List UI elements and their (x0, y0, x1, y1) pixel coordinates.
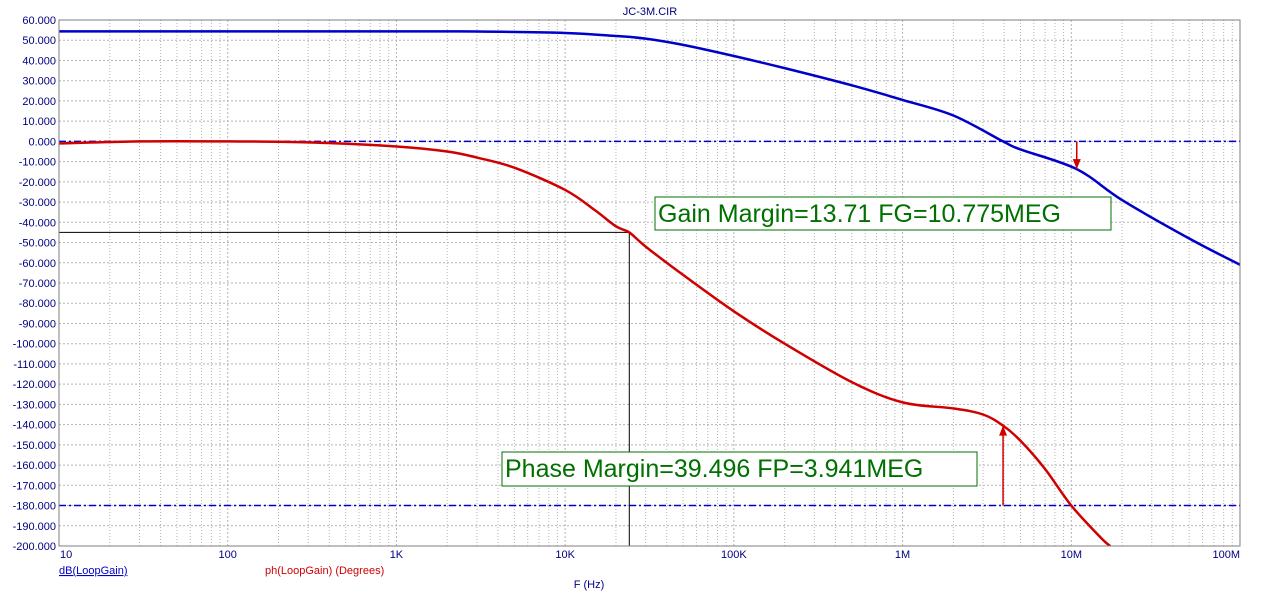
y-tick-label: 40.000 (22, 55, 56, 67)
legend-dB-loopgain: dB(LoopGain) (59, 565, 128, 577)
legend-phase-loopgain: ph(LoopGain) (Degrees) (265, 565, 384, 577)
chart-title: JC-3M.CIR (623, 6, 677, 18)
x-tick-label: 100M (1212, 549, 1240, 561)
x-tick-labels: 10 100 1K 10K 100K 1M 10M 100M (60, 549, 1240, 561)
gain-margin-arrowhead (1072, 159, 1081, 170)
y-tick-label: -170.000 (13, 480, 56, 492)
y-tick-label: -130.000 (13, 399, 56, 411)
x-tick-label: 100 (219, 549, 237, 561)
margin-markers (999, 141, 1081, 506)
phase-margin-annotation: Phase Margin=39.496 FP=3.941MEG (501, 451, 978, 487)
y-tick-label: -140.000 (13, 420, 56, 432)
phase-margin-box (501, 451, 978, 487)
y-tick-label: -110.000 (13, 359, 56, 371)
y-tick-label: -80.000 (19, 298, 56, 310)
y-tick-label: -30.000 (19, 197, 56, 209)
x-tick-label: 1K (390, 549, 404, 561)
y-tick-label: 0.000 (28, 136, 56, 148)
y-tick-label: -200.000 (13, 541, 56, 553)
plot-frame (58, 19, 1241, 547)
y-tick-label: 50.000 (22, 35, 56, 47)
x-tick-label: 10K (555, 549, 575, 561)
y-tick-labels: 60.000 50.000 40.000 30.000 20.000 10.000 0.00… (13, 15, 56, 553)
y-tick-label: -150.000 (13, 440, 56, 452)
y-tick-label: -90.000 (19, 318, 56, 330)
y-tick-label: -10.000 (19, 157, 56, 169)
y-tick-label: -20.000 (19, 177, 56, 189)
y-tick-label: -190.000 (13, 521, 56, 533)
x-tick-label: 10 (60, 549, 72, 561)
y-tick-label: -180.000 (13, 501, 56, 513)
x-tick-label: 100K (721, 549, 747, 561)
gain-margin-text: Gain Margin=13.71 FG=10.775MEG (658, 200, 1061, 228)
y-tick-label: -160.000 (13, 460, 56, 472)
x-axis-label: F (Hz) (574, 579, 605, 591)
phase-margin-text: Phase Margin=39.496 FP=3.941MEG (505, 455, 923, 483)
y-tick-label: -60.000 (19, 258, 56, 270)
x-tick-label: 10M (1061, 549, 1082, 561)
y-tick-label: 60.000 (22, 15, 56, 27)
y-tick-label: -50.000 (19, 238, 56, 250)
y-tick-label: -120.000 (13, 379, 56, 391)
crosshair (59, 231, 630, 546)
y-tick-label: -40.000 (19, 217, 56, 229)
y-tick-label: 30.000 (22, 76, 56, 88)
gain-margin-box (654, 196, 1112, 231)
y-tick-label: 10.000 (22, 116, 56, 128)
phase-margin-arrowhead (999, 425, 1008, 436)
y-tick-label: -70.000 (19, 278, 56, 290)
gain-margin-annotation: Gain Margin=13.71 FG=10.775MEG (654, 196, 1112, 231)
x-tick-label: 1M (895, 549, 910, 561)
series-line-phase (59, 139, 1111, 546)
y-tick-label: 20.000 (22, 96, 56, 108)
y-tick-label: -100.000 (13, 339, 56, 351)
